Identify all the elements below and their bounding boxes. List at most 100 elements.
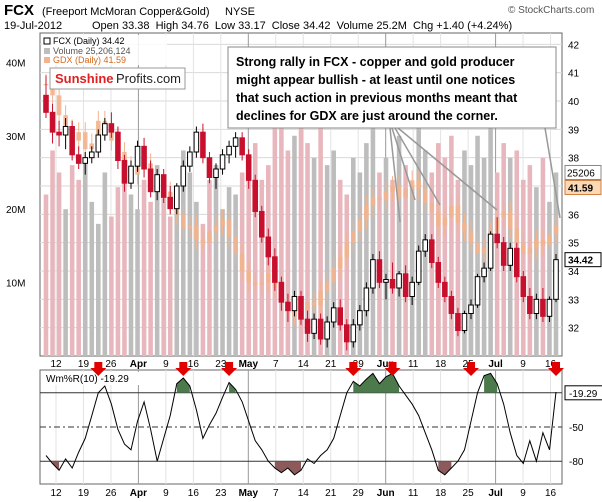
volume-bar bbox=[272, 128, 278, 356]
volume-bar bbox=[436, 143, 441, 356]
x-tick-label-osc: 14 bbox=[298, 488, 310, 499]
x-tick-label-osc: 25 bbox=[463, 488, 475, 499]
x-tick-label: Apr bbox=[130, 359, 147, 370]
gdx-candle bbox=[377, 197, 382, 201]
gdx-candle bbox=[442, 217, 448, 226]
x-tick-label: 9 bbox=[163, 359, 169, 370]
fcx-candle bbox=[546, 298, 553, 317]
volume-bar bbox=[76, 179, 81, 356]
annotation-line-3: that such action in previous months mean… bbox=[236, 91, 518, 105]
gdx-last-box bbox=[564, 179, 602, 195]
fcx-candle bbox=[193, 131, 200, 153]
gdx-candle bbox=[468, 231, 474, 243]
fcx-candle bbox=[507, 247, 514, 266]
volume-bar bbox=[233, 194, 238, 356]
volume-bar bbox=[383, 157, 389, 356]
volume-bar bbox=[50, 150, 55, 356]
osc-tick-label: -50 bbox=[569, 423, 584, 434]
fcx-candle bbox=[213, 168, 219, 178]
volume-bar bbox=[279, 113, 284, 356]
gdx-candle bbox=[540, 239, 546, 246]
fcx-candle bbox=[533, 298, 540, 315]
fcx-candle bbox=[147, 168, 154, 193]
x-tick-label: 12 bbox=[50, 359, 62, 370]
volume-bar bbox=[318, 128, 323, 356]
annotation-line-1: Strong rally in FCX - copper and gold pr… bbox=[236, 55, 515, 69]
fcx-candle bbox=[49, 111, 56, 133]
sell-signal-arrow-icon bbox=[90, 362, 107, 376]
fcx-candle bbox=[154, 174, 160, 193]
volume-bar bbox=[207, 179, 212, 356]
volume-bar bbox=[344, 194, 350, 356]
fcx-candle bbox=[461, 313, 468, 331]
x-tick-label-osc: 16 bbox=[545, 488, 557, 499]
fcx-candle bbox=[455, 313, 461, 331]
gdx-candle bbox=[226, 220, 232, 237]
exchange: NYSE bbox=[225, 6, 255, 18]
date-label: 19-Jul-2012 bbox=[4, 20, 62, 32]
volume-bar bbox=[442, 157, 448, 356]
x-tick-label: 9 bbox=[520, 359, 526, 370]
volume-bar bbox=[213, 165, 219, 356]
fcx-candle bbox=[370, 259, 376, 289]
volume-bar bbox=[167, 216, 173, 356]
x-tick-label-osc: 23 bbox=[215, 488, 227, 499]
fcx-candle bbox=[291, 296, 298, 312]
volume-bar bbox=[141, 179, 147, 356]
sell-signal-arrow-icon bbox=[384, 362, 401, 376]
fcx-candle bbox=[474, 276, 481, 306]
sell-signal-arrow-icon bbox=[463, 362, 479, 376]
gdx-candle bbox=[357, 220, 363, 232]
volume-bar bbox=[148, 201, 153, 356]
volume-bar bbox=[547, 201, 552, 356]
x-tick-label-osc: 16 bbox=[188, 488, 200, 499]
volume-bar bbox=[43, 194, 49, 356]
sell-signal-arrow-icon bbox=[345, 362, 362, 376]
volume-bar bbox=[154, 165, 160, 356]
x-tick-label-osc: 9 bbox=[520, 488, 526, 499]
x-tick-label: 18 bbox=[435, 359, 447, 370]
x-tick-label-osc: 18 bbox=[435, 488, 447, 499]
volume-bar bbox=[416, 128, 421, 356]
volume-bar bbox=[135, 209, 140, 356]
volume-bar bbox=[128, 194, 134, 356]
price-tick-label: 36 bbox=[568, 210, 580, 221]
fcx-candle bbox=[383, 279, 389, 283]
gdx-candle bbox=[246, 271, 251, 283]
logo-sunshine: Sunshine bbox=[55, 71, 114, 86]
x-tick-label: 14 bbox=[298, 359, 310, 370]
gdx-candle bbox=[351, 231, 356, 243]
gdx-candle bbox=[56, 95, 62, 116]
gdx-candle bbox=[527, 248, 533, 254]
volume-bar bbox=[226, 187, 232, 356]
sell-signal-arrow-icon bbox=[221, 362, 238, 376]
volume-bar bbox=[455, 179, 461, 356]
overbought-fill bbox=[484, 373, 498, 393]
price-tick-label: 42 bbox=[568, 40, 580, 51]
fcx-candle bbox=[317, 318, 324, 340]
fcx-series bbox=[43, 75, 559, 351]
gdx-candle bbox=[233, 237, 238, 254]
gdx-candle bbox=[259, 282, 265, 286]
callout-line-3 bbox=[394, 127, 441, 206]
fcx-candle bbox=[108, 123, 115, 133]
price-tick-label: 34 bbox=[568, 267, 580, 278]
volume-tick-label: 10M bbox=[6, 279, 25, 290]
gdx-candle bbox=[331, 268, 336, 283]
fcx-candle bbox=[304, 318, 311, 334]
fcx-candle bbox=[494, 233, 500, 244]
gdx-candle bbox=[436, 211, 441, 226]
overbought-fill bbox=[176, 378, 190, 393]
callout-line-4 bbox=[397, 127, 498, 211]
fcx-candle bbox=[173, 185, 180, 210]
fcx-candle bbox=[180, 165, 187, 187]
callout-line-5 bbox=[544, 127, 561, 219]
gdx-candle bbox=[311, 302, 317, 305]
osc-tick-label: -19.29 bbox=[569, 389, 598, 400]
gdx-candle bbox=[207, 231, 212, 243]
x-tick-label: 21 bbox=[325, 359, 337, 370]
volume-bar bbox=[311, 157, 317, 356]
volume-bar bbox=[102, 172, 108, 356]
